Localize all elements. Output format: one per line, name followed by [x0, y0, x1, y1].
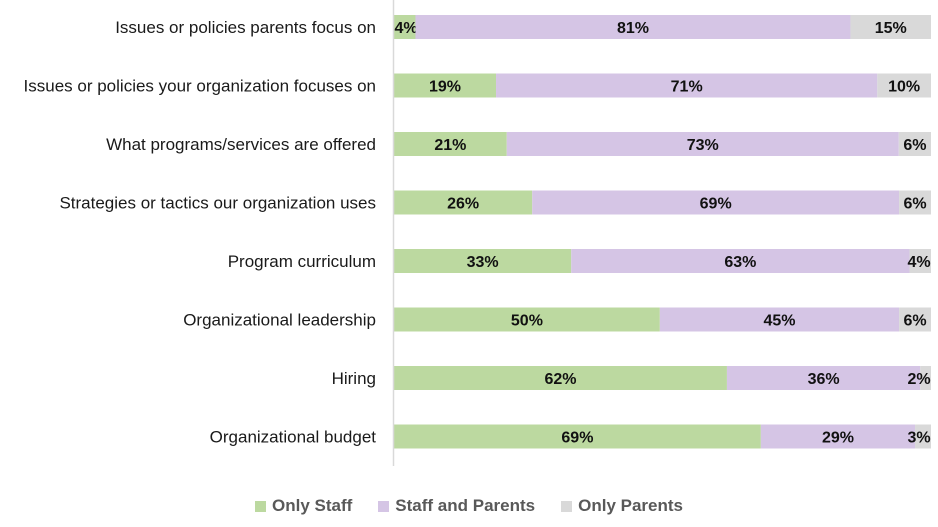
value-label-staff-and-parents-organizational-leadership: 45%	[763, 313, 795, 330]
value-label-staff-and-parents-strategies-or-tactics-our-organization-uses: 69%	[700, 196, 732, 213]
bar-only-parents-issues-or-policies-parents-focus-on	[850, 15, 931, 39]
value-label-only-staff-hiring: 62%	[544, 371, 576, 388]
bar-only-staff-issues-or-policies-parents-focus-on	[394, 15, 416, 39]
value-label-staff-and-parents-program-curriculum: 63%	[724, 254, 756, 271]
category-label-issues-or-policies-parents-focus-on: Issues or policies parents focus on	[115, 18, 376, 37]
category-label-issues-or-policies-your-organization-focuses-on: Issues or policies your organization foc…	[24, 77, 376, 96]
value-label-only-staff-what-programs-services-are-offered: 21%	[434, 137, 466, 154]
bar-only-staff-hiring	[394, 366, 727, 390]
value-label-only-parents-issues-or-policies-your-organization-focuses-on: 10%	[888, 79, 920, 96]
category-label-organizational-budget: Organizational budget	[210, 428, 377, 447]
value-label-only-staff-organizational-budget: 69%	[561, 430, 593, 447]
bar-staff-and-parents-organizational-budget	[760, 424, 916, 449]
bar-only-parents-what-programs-services-are-offered	[898, 132, 931, 156]
bar-only-parents-program-curriculum	[909, 249, 931, 273]
legend-label-only-staff: Only Staff	[272, 496, 353, 515]
bar-only-parents-hiring	[920, 366, 931, 390]
bar-staff-and-parents-program-curriculum	[571, 249, 910, 273]
value-label-only-parents-issues-or-policies-parents-focus-on: 15%	[875, 20, 907, 37]
bar-staff-and-parents-hiring	[726, 366, 921, 390]
legend-item-only-staff[interactable]: Only Staff	[255, 496, 352, 516]
bars-group: 4% 81% 15% 19% 71% 10% 21% 73% 6% 26% 69% 6% 33% 63% 4…	[394, 15, 931, 449]
category-label-what-programs-services-are-offered: What programs/services are offered	[106, 135, 376, 154]
bar-only-staff-program-curriculum	[394, 249, 572, 273]
bar-staff-and-parents-strategies-or-tactics-our-organization-uses	[532, 190, 900, 215]
bar-only-staff-what-programs-services-are-offered	[394, 132, 507, 156]
legend-item-staff-and-parents[interactable]: Staff and Parents	[378, 496, 535, 516]
legend-label-only-parents: Only Parents	[578, 496, 683, 515]
category-labels-group: Issues or policies parents focus on Issue…	[24, 18, 377, 447]
category-label-organizational-leadership: Organizational leadership	[183, 311, 376, 330]
bar-only-staff-organizational-leadership	[394, 307, 660, 332]
bar-staff-and-parents-issues-or-policies-parents-focus-on	[415, 15, 851, 39]
value-label-staff-and-parents-issues-or-policies-parents-focus-on: 81%	[617, 20, 649, 37]
value-label-only-staff-organizational-leadership: 50%	[511, 313, 543, 330]
legend-swatch-only-staff	[255, 500, 266, 512]
value-label-only-staff-issues-or-policies-your-organization-focuses-on: 19%	[429, 79, 461, 96]
bar-only-staff-organizational-budget	[394, 424, 761, 449]
value-label-only-staff-issues-or-policies-parents-focus-on: 4%	[394, 20, 417, 37]
value-label-staff-and-parents-organizational-budget: 29%	[822, 430, 854, 447]
bar-only-staff-issues-or-policies-your-organization-focuses-on	[394, 73, 497, 98]
bar-only-staff-strategies-or-tactics-our-organization-uses	[394, 190, 533, 215]
bar-staff-and-parents-what-programs-services-are-offered	[506, 132, 899, 156]
value-label-only-staff-strategies-or-tactics-our-organization-uses: 26%	[447, 196, 479, 213]
legend-label-staff-and-parents: Staff and Parents	[395, 496, 536, 515]
value-label-only-parents-strategies-or-tactics-our-organization-uses: 6%	[903, 196, 926, 213]
bar-only-parents-issues-or-policies-your-organization-focuses-on	[877, 73, 931, 98]
value-label-only-parents-hiring: 2%	[907, 371, 930, 388]
value-label-only-parents-what-programs-services-are-offered: 6%	[903, 137, 926, 154]
value-label-only-staff-program-curriculum: 33%	[467, 254, 499, 271]
category-label-hiring: Hiring	[332, 369, 376, 388]
bar-only-parents-strategies-or-tactics-our-organization-uses	[899, 190, 931, 215]
value-label-staff-and-parents-hiring: 36%	[808, 371, 840, 388]
bar-staff-and-parents-organizational-leadership	[659, 307, 900, 332]
bar-only-parents-organizational-budget	[915, 424, 931, 449]
legend-swatch-only-parents	[561, 500, 573, 512]
category-label-program-curriculum: Program curriculum	[228, 252, 376, 271]
legend-item-only-parents[interactable]: Only Parents	[561, 496, 683, 516]
bar-only-parents-organizational-leadership	[899, 307, 931, 332]
category-label-strategies-or-tactics-our-organization-uses: Strategies or tactics our organization u…	[59, 194, 376, 213]
value-label-staff-and-parents-what-programs-services-are-offered: 73%	[687, 137, 719, 154]
value-label-only-parents-organizational-budget: 3%	[907, 430, 930, 447]
legend: Only Staff Staff and Parents Only Parent…	[0, 496, 938, 516]
value-label-only-parents-program-curriculum: 4%	[907, 254, 930, 271]
value-label-only-parents-organizational-leadership: 6%	[903, 313, 926, 330]
legend-swatch-staff-and-parents	[378, 500, 390, 512]
value-label-staff-and-parents-issues-or-policies-your-organization-focuses-on: 71%	[671, 79, 703, 96]
bar-staff-and-parents-issues-or-policies-your-organization-focuses-on	[496, 73, 878, 98]
